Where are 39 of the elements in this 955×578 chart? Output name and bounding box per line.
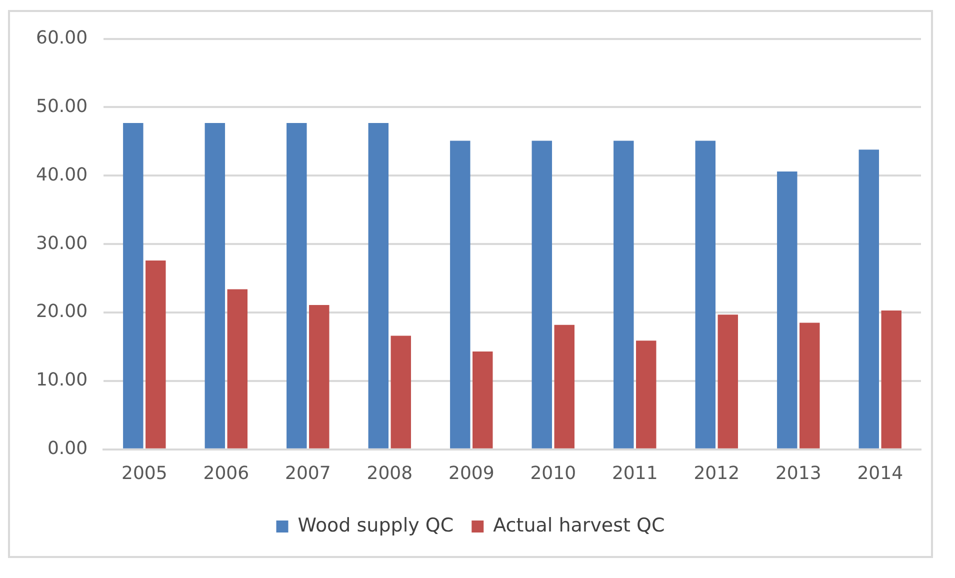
x-tick-label: 2012 <box>694 462 740 484</box>
bar <box>718 314 738 448</box>
bar <box>309 305 330 448</box>
x-tick-label: 2009 <box>448 462 494 484</box>
bar <box>858 150 880 448</box>
bar <box>695 140 716 448</box>
y-tick-label: 20.00 <box>36 301 88 322</box>
y-tick-label: 50.00 <box>36 96 88 117</box>
bar <box>390 336 411 448</box>
bar <box>123 122 144 448</box>
bar <box>368 122 389 448</box>
x-tick-label: 2010 <box>530 462 576 484</box>
bar <box>472 352 493 448</box>
x-tick-label: 2006 <box>203 462 250 484</box>
y-tick-label: 40.00 <box>36 164 88 186</box>
x-tick-label: 2014 <box>857 462 904 484</box>
bar <box>636 340 656 448</box>
bar <box>227 289 248 448</box>
x-tick-label: 2008 <box>366 462 413 484</box>
x-tick-label: 2013 <box>775 462 822 484</box>
y-tick-label: 10.00 <box>36 370 88 391</box>
legend-label: Actual harvest QC <box>493 514 665 536</box>
bar <box>532 140 552 448</box>
bar <box>450 140 470 448</box>
y-tick-label: 30.00 <box>36 232 88 254</box>
x-tick-label: 2011 <box>612 462 658 484</box>
bar <box>554 324 574 448</box>
bar <box>614 140 634 448</box>
bar <box>777 172 798 448</box>
legend-label: Wood supply QC <box>298 514 454 536</box>
x-tick-label: 2007 <box>284 462 331 484</box>
bar <box>204 122 226 448</box>
y-tick-label: 60.00 <box>36 27 88 48</box>
bar <box>146 260 166 448</box>
bar <box>881 310 902 448</box>
bar <box>800 322 820 448</box>
bar <box>286 122 307 448</box>
x-tick-label: 2005 <box>122 462 168 484</box>
y-tick-label: 0.00 <box>47 438 88 460</box>
